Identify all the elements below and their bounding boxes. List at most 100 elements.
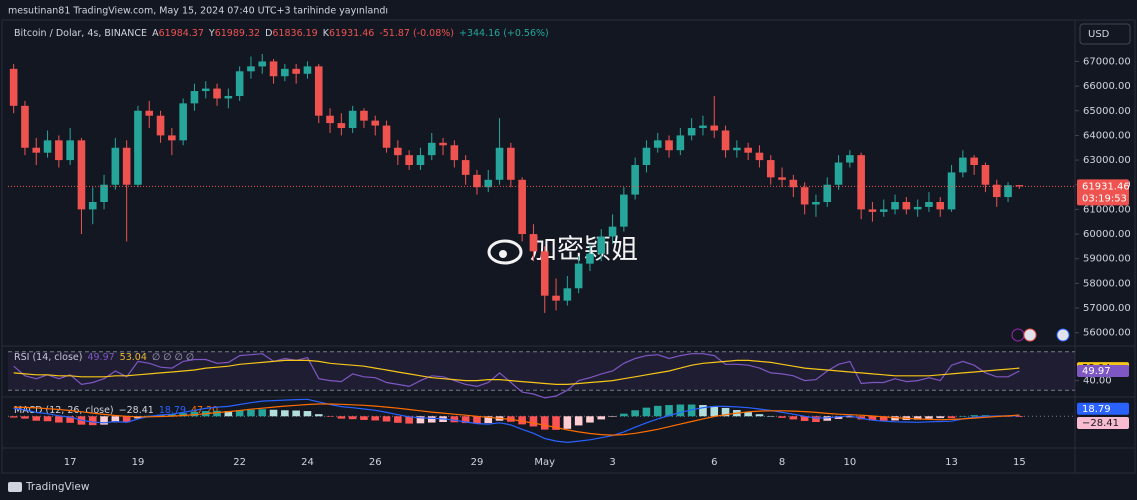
candle-body	[778, 177, 786, 180]
change: -51.87 (-0.08%)	[379, 28, 454, 39]
candle-body	[43, 140, 52, 153]
candle-body	[913, 206, 922, 210]
candle-body	[484, 179, 493, 188]
histogram-bar	[642, 407, 651, 417]
y-tick-label: 61000.00	[1083, 204, 1131, 215]
histogram-last-tag: −28.41	[1082, 418, 1119, 429]
close-value: 61931.46	[329, 28, 374, 39]
x-tick-label: 8	[779, 457, 785, 468]
histogram-bar	[55, 416, 63, 423]
candle-body	[360, 110, 368, 121]
y-tick-label: 65000.00	[1083, 106, 1131, 117]
histogram-bar	[608, 416, 617, 417]
candle-body	[823, 184, 832, 202]
histogram-bar	[812, 416, 820, 423]
rsi-ma-value: 53.04	[120, 352, 147, 363]
y-tick-label: 57000.00	[1083, 303, 1131, 314]
histogram-bar	[43, 416, 52, 422]
candle-body	[292, 68, 300, 74]
histogram-bar	[936, 416, 945, 419]
histogram-bar	[461, 416, 470, 424]
candle-body	[529, 234, 538, 252]
candle-body	[902, 201, 911, 210]
candle-body	[213, 88, 221, 99]
x-tick-label: 19	[132, 457, 145, 468]
histogram-bar	[66, 416, 74, 423]
candle-body	[676, 135, 685, 151]
candle-body	[439, 142, 447, 146]
candle-body	[224, 95, 233, 99]
macd-last-tag-box	[1077, 402, 1129, 415]
candle-body	[620, 194, 628, 227]
candle-body	[665, 140, 673, 151]
candle-body	[540, 251, 549, 296]
candle-body	[326, 115, 334, 124]
candle-body	[891, 201, 899, 210]
candle-body	[269, 61, 278, 77]
countdown: 03:19:53	[1082, 193, 1127, 204]
candle-body	[88, 201, 97, 210]
histogram-bar	[653, 405, 662, 417]
histogram-bar	[800, 416, 809, 421]
ohlc-label: Y	[208, 28, 215, 39]
histogram-bar	[371, 416, 380, 421]
candle-body	[812, 201, 820, 205]
histogram-bar	[744, 412, 752, 417]
histogram-bar	[427, 416, 436, 423]
candle-body	[66, 140, 74, 161]
candle-body	[134, 110, 142, 185]
histogram-bar	[360, 416, 368, 420]
candle-body	[122, 147, 131, 185]
histogram-bar	[179, 413, 187, 417]
currency-button[interactable]	[1079, 23, 1131, 45]
x-tick-label: 6	[711, 457, 717, 468]
histogram-bar	[676, 404, 685, 417]
histogram-bar	[552, 416, 560, 430]
histogram-bar	[574, 416, 583, 426]
candle-body	[699, 125, 707, 129]
candle-body	[201, 88, 210, 92]
candle-body	[936, 201, 945, 210]
histogram-bar	[314, 414, 323, 417]
event-icon[interactable]	[1011, 328, 1025, 342]
histogram-bar	[586, 416, 594, 423]
histogram-bar	[337, 416, 346, 419]
candle-body	[371, 120, 380, 126]
candle-body	[1015, 185, 1024, 187]
histogram-bar	[925, 416, 933, 419]
candle-body	[653, 140, 662, 148]
x-tick-label: 29	[471, 457, 484, 468]
macd-last-tag: 18.79	[1082, 404, 1111, 415]
histogram-bar	[891, 416, 899, 421]
histogram-bar	[21, 416, 29, 419]
candle-body	[868, 209, 877, 212]
event-icon[interactable]	[1056, 328, 1070, 342]
histogram-bar	[213, 410, 221, 417]
histogram-bar	[405, 416, 413, 424]
histogram-bar	[755, 414, 764, 417]
candle-body	[281, 68, 289, 77]
ohlc-label: D	[265, 28, 272, 39]
x-tick-label: 26	[369, 457, 382, 468]
histogram-bar	[394, 416, 402, 423]
x-tick-label: 3	[609, 457, 615, 468]
histogram-bar	[947, 416, 956, 419]
macd-value: 18.79	[159, 405, 186, 416]
candle-body	[552, 295, 560, 301]
histogram-bar	[710, 406, 719, 417]
x-tick-label: 24	[301, 457, 314, 468]
x-tick-label: 22	[233, 457, 246, 468]
currency[interactable]: USD	[1088, 29, 1110, 40]
candle-body	[450, 145, 459, 161]
candle-body	[992, 184, 1001, 198]
candle-body	[405, 155, 413, 166]
histogram-bar	[834, 416, 843, 419]
candle-body	[981, 165, 990, 185]
event-icon[interactable]	[1023, 328, 1037, 342]
histogram-bar	[970, 415, 978, 417]
candle-body	[21, 105, 29, 148]
candle-body	[574, 263, 583, 289]
candle-body	[959, 157, 967, 173]
candle-body	[55, 140, 63, 161]
